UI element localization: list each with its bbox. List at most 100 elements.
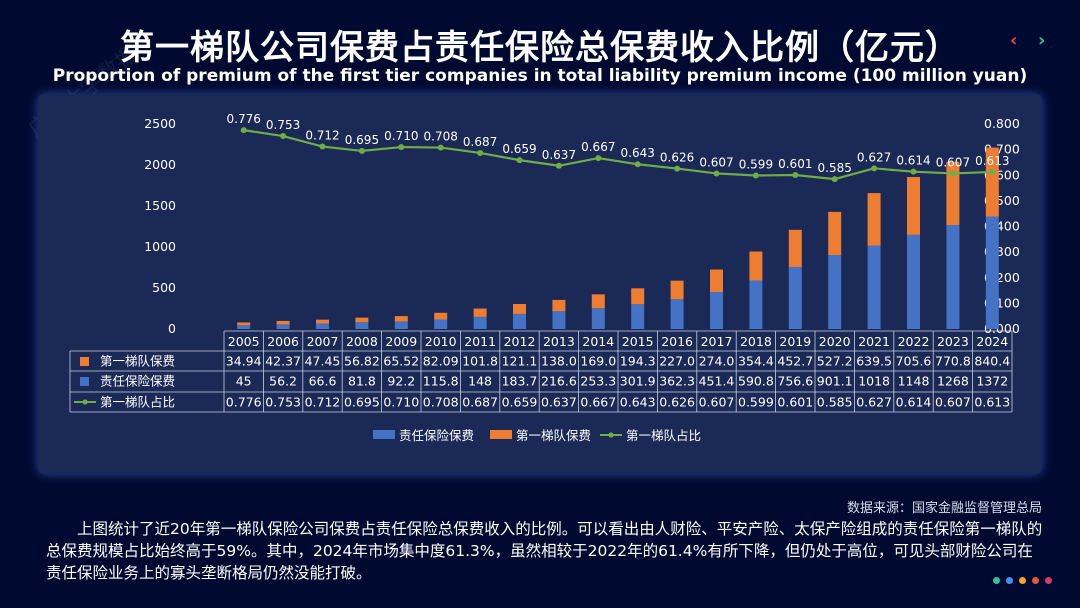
ratio-point [555,162,562,169]
table-cell: 0.626 [659,395,695,410]
x-tick-label: 2019 [779,334,811,349]
data-source: 数据来源：国家金融监督管理总局 [846,501,1042,516]
table-row-label: 第一梯队保费 [100,354,175,369]
ratio-point [831,176,838,183]
table-cell: 253.3 [580,374,616,389]
x-tick-label: 2018 [740,334,772,349]
table-cell: 0.614 [896,395,932,410]
table-cell: 301.9 [620,374,656,389]
ratio-point [280,133,287,140]
table-cell: 451.4 [699,374,735,389]
chevron-left-icon[interactable]: ‹ [1010,30,1018,51]
table-cell: 639.5 [856,354,892,369]
bar-first-tier [985,147,999,217]
bar-first-tier [552,299,566,312]
x-tick-label: 2016 [661,334,693,349]
y-left-tick: 500 [152,280,176,295]
x-tick-label: 2012 [504,334,536,349]
y-left-tick: 2000 [144,157,176,172]
x-tick-label: 2005 [228,334,260,349]
table-cell: 101.8 [462,354,498,369]
x-tick-label: 2008 [346,334,378,349]
table-cell: 901.1 [817,374,853,389]
bar-total [749,280,763,329]
x-tick-label: 2015 [622,334,654,349]
table-cell: 0.776 [226,395,262,410]
table-cell: 42.37 [265,354,301,369]
table-cell: 770.8 [935,354,971,369]
table-cell: 354.4 [738,354,774,369]
bar-total [591,308,605,329]
bar-first-tier [788,229,802,267]
table-cell: 0.643 [620,395,656,410]
ratio-point [240,127,247,134]
ratio-point [674,165,681,172]
table-cell: 527.2 [817,354,853,369]
table-cell: 0.585 [817,395,853,410]
table-cell: 0.601 [777,395,813,410]
page-title: 第一梯队公司保费占责任保险总保费收入比例（亿元） [120,28,960,68]
y-left-tick: 1000 [144,239,176,254]
ratio-data-label: 0.614 [896,154,930,168]
bar-total [710,291,723,329]
y-left-tick: 0 [168,321,176,336]
table-cell: 0.607 [935,395,971,410]
x-tick-label: 2009 [385,334,417,349]
table-cell: 45 [236,374,252,389]
bar-total [473,316,487,329]
table-cell: 81.8 [348,374,376,389]
x-tick-label: 2011 [464,334,496,349]
ratio-point [358,147,365,154]
ratio-line [243,129,993,181]
bar-total [828,255,842,329]
legend-swatch [490,430,512,439]
ratio-data-label: 0.601 [778,157,812,171]
ratio-point [949,170,956,177]
ratio-data-label: 0.687 [463,135,497,149]
table-cell: 0.712 [305,395,341,410]
table-cell: 92.2 [387,374,415,389]
chart-panel: 0 500 1000 1500 2000 2500 0.000 0.100 0.200 0.300… [38,94,1042,474]
bar-total [394,321,408,329]
bar-total [907,234,920,329]
ratio-point [398,144,405,151]
ratio-data-label: 0.607 [936,155,970,169]
x-tick-label: 2022 [898,334,930,349]
table-row-label: 责任保险保费 [100,374,175,389]
bar-total [788,266,802,329]
bar-total [946,225,960,329]
table-cell: 1372 [976,374,1008,389]
legend-swatch [373,430,395,439]
bar-first-tier [591,294,605,309]
legend-swatch [80,377,89,386]
ratio-point [477,149,484,156]
page-subtitle: Proportion of premium of the first tier … [52,66,1028,86]
ratio-data-label: 0.710 [384,129,418,143]
bar-total [276,324,290,329]
bar-total [552,311,566,329]
bar-first-tier [473,308,487,317]
table-cell: 65.52 [383,354,419,369]
legend-point-swatch [82,399,88,405]
chart: 050010001500200025000.0000.1000.2000.300… [69,112,1020,443]
ratio-point [634,161,641,168]
x-tick-label: 2020 [819,334,851,349]
ratio-data-label: 0.776 [227,112,261,126]
chevron-right-icon[interactable]: › [1038,30,1046,51]
y-right-tick: 0.800 [984,116,1020,131]
bar-first-tier [670,280,684,300]
table-cell: 0.637 [541,395,577,410]
description-text: 上图统计了近20年第一梯队保险公司保费占责任保险总保费收入的比例。可以看出由人财… [46,520,1043,582]
ratio-data-label: 0.659 [502,142,536,156]
table-cell: 47.45 [305,354,341,369]
table-cell: 121.1 [502,354,538,369]
ratio-point [792,171,799,178]
bar-first-tier [237,322,251,326]
table-cell: 0.708 [423,395,459,410]
ratio-point [871,165,878,172]
bar-total [631,304,645,329]
bar-first-tier [710,269,723,292]
x-tick-label: 2021 [858,334,890,349]
dot-icon [993,577,1000,584]
table-cell: 148 [468,374,492,389]
